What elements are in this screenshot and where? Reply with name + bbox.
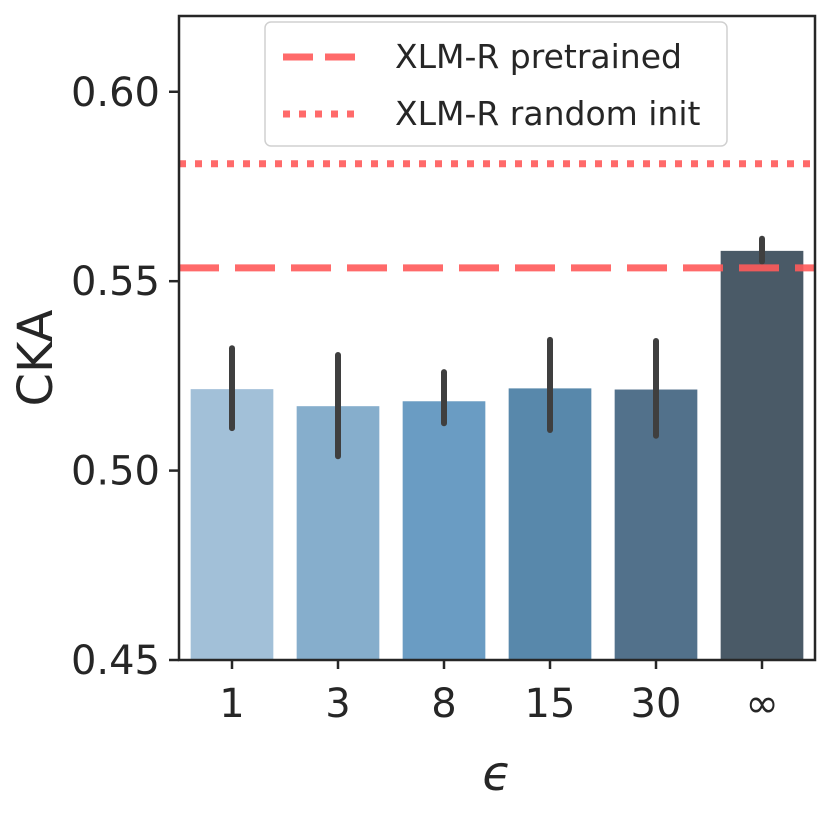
y-ticks-layer: 0.45 0.50 0.55 0.60 [71, 70, 179, 684]
x-tick-label: 1 [219, 681, 244, 727]
y-axis-label: CKA [8, 309, 64, 406]
errorbars-layer [229, 235, 765, 460]
x-tick-label: 8 [431, 681, 456, 727]
x-tick-label: 3 [325, 681, 350, 727]
legend: XLM-R pretrained XLM-R random init [264, 21, 728, 147]
bar-15 [508, 388, 592, 660]
bars-layer [190, 250, 804, 660]
x-tick-label: 15 [525, 681, 576, 727]
bar-1 [190, 389, 274, 660]
x-tick-label: ∞ [745, 681, 778, 727]
x-tick-label: 30 [631, 681, 682, 727]
y-tick-label: 0.45 [71, 638, 160, 684]
reference-lines-layer [179, 160, 815, 272]
legend-label-random-init: XLM-R random init [395, 94, 701, 133]
legend-label-pretrained: XLM-R pretrained [395, 37, 682, 76]
y-tick-label: 0.55 [71, 259, 160, 305]
bar-8 [402, 401, 486, 660]
x-ticks-layer: 1 3 8 15 30 ∞ [219, 660, 779, 727]
bar-inf [720, 250, 804, 660]
x-axis-label: ϵ [482, 746, 512, 802]
y-tick-label: 0.50 [71, 449, 160, 495]
legend-box [264, 21, 728, 147]
plot-frame [177, 14, 817, 662]
y-tick-label: 0.60 [71, 70, 160, 116]
